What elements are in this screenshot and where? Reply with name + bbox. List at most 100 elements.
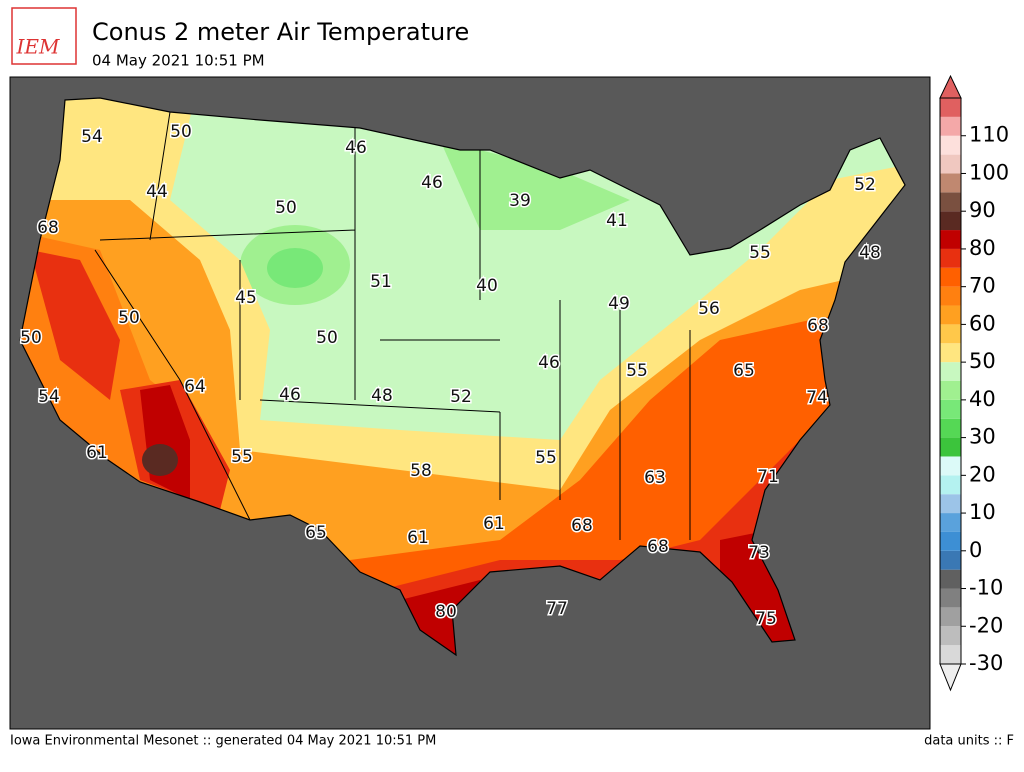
colorbar-bin <box>940 192 961 212</box>
colorbar-bin <box>940 98 961 117</box>
colorbar-bin <box>940 116 961 136</box>
logo-box <box>11 7 77 65</box>
zone-75 <box>30 250 120 400</box>
colorbar-bin <box>940 550 961 570</box>
contour-label: 46 <box>421 173 443 193</box>
country-border <box>19 97 906 657</box>
colorbar-tick-label: 10 <box>969 500 996 524</box>
contour-label: 51 <box>370 272 392 292</box>
colorbar-extend-max <box>939 74 962 99</box>
colorbar-bin <box>940 531 961 551</box>
contour-label: 46 <box>538 353 560 373</box>
colorbar-bin <box>940 362 961 381</box>
colorbar-tick-label: 20 <box>969 462 996 486</box>
contour-label: 77 <box>546 599 568 619</box>
contour-label: 61 <box>407 528 429 548</box>
contour-label: 52 <box>854 175 876 195</box>
colorbar-bin <box>940 230 961 249</box>
colorbar-tick-label: 80 <box>969 236 996 260</box>
contour-label: 46 <box>345 138 367 158</box>
contour-label: 49 <box>608 294 630 314</box>
contour-label: 58 <box>410 461 432 481</box>
contour-label: 68 <box>647 537 669 557</box>
colorbar-outline <box>939 97 962 665</box>
contour-label: 50 <box>316 328 338 348</box>
colorbar-bin <box>940 305 961 325</box>
colorbar-bin <box>940 626 961 646</box>
contour-label: 48 <box>371 386 393 406</box>
footer-left: Iowa Environmental Mesonet :: generated … <box>10 734 436 749</box>
contour-label: 55 <box>626 361 648 381</box>
zone-35 <box>267 248 323 288</box>
colorbar-bin <box>940 607 961 627</box>
colorbar-tick-label: -20 <box>969 613 1003 637</box>
contour-label: 55 <box>749 243 771 263</box>
contour-label: 44 <box>146 182 168 202</box>
colorbar-bin <box>940 324 961 344</box>
logo: IEM <box>11 7 77 65</box>
colorbar-tick-label: 40 <box>969 387 996 411</box>
colorbar-bin <box>940 569 961 589</box>
colorbar-extend-min <box>939 663 962 692</box>
contour-label: 55 <box>535 448 557 468</box>
contour-label: 50 <box>118 308 140 328</box>
contour-label: 68 <box>571 516 593 536</box>
zone-85 <box>142 444 178 476</box>
footer-right: data units :: F <box>924 734 1014 749</box>
colorbar-bin <box>940 418 961 438</box>
colorbar-bin <box>940 645 961 664</box>
contour-label: 73 <box>748 543 770 563</box>
state-borders <box>94 111 691 540</box>
contour-label: 61 <box>483 514 505 534</box>
colorbar-bin <box>940 211 961 231</box>
contour-label: 61 <box>86 443 108 463</box>
contour-label: 64 <box>184 377 206 397</box>
contour-label: 71 <box>757 467 779 487</box>
colorbar-tick-label: 90 <box>969 198 996 222</box>
colorbar-bin <box>940 248 961 268</box>
colorbar-tick-label: 100 <box>969 160 1009 184</box>
contour-label: 68 <box>37 218 59 238</box>
contour-label: 48 <box>859 243 881 263</box>
subtitle: 04 May 2021 10:51 PM <box>92 52 265 70</box>
contour-label: 74 <box>806 388 828 408</box>
contour-label: 55 <box>231 447 253 467</box>
colorbar-tick-label: 30 <box>969 425 996 449</box>
colorbar-bin <box>940 135 961 155</box>
contour-label: 52 <box>450 387 472 407</box>
contour-label: 75 <box>755 609 777 629</box>
contour-label: 45 <box>235 288 257 308</box>
contour-label: 50 <box>20 328 42 348</box>
colorbar-bin <box>940 343 961 363</box>
contour-label: 80 <box>435 602 457 622</box>
colorbar-tick-label: -10 <box>969 576 1003 600</box>
logo-text: IEM <box>16 35 61 59</box>
contour-label: 63 <box>644 468 666 488</box>
contour-label: 68 <box>807 316 829 336</box>
colorbar-bin <box>940 154 961 174</box>
colorbar-bin <box>940 381 961 400</box>
contour-label: 40 <box>476 276 498 296</box>
colorbar-bin <box>940 456 961 476</box>
contour-label: 65 <box>733 361 755 381</box>
contour-label: 46 <box>279 385 301 405</box>
colorbar-bin <box>940 267 961 287</box>
title: Conus 2 meter Air Temperature <box>92 18 469 46</box>
contour-label: 54 <box>38 387 60 407</box>
colorbar-tick-label: 60 <box>969 311 996 335</box>
colorbar-bin <box>940 513 961 532</box>
colorbar-bin <box>940 286 961 306</box>
colorbar-tick-label: 0 <box>969 538 982 562</box>
contour-label: 54 <box>81 127 103 147</box>
contour-label: 41 <box>606 211 628 231</box>
contour-label: 39 <box>509 191 531 211</box>
contour-labels: 54 50 46 46 39 41 52 44 50 68 55 48 51 40 45 49 56 50 50 68… <box>19 121 883 631</box>
colorbar-bin <box>940 588 961 608</box>
contour-label: 65 <box>305 523 327 543</box>
colorbar-tick-label: 70 <box>969 274 996 298</box>
contour-label: 56 <box>698 299 720 319</box>
contour-label: 50 <box>170 122 192 142</box>
colorbar-bin <box>940 399 961 419</box>
colorbar-bin <box>940 173 961 193</box>
